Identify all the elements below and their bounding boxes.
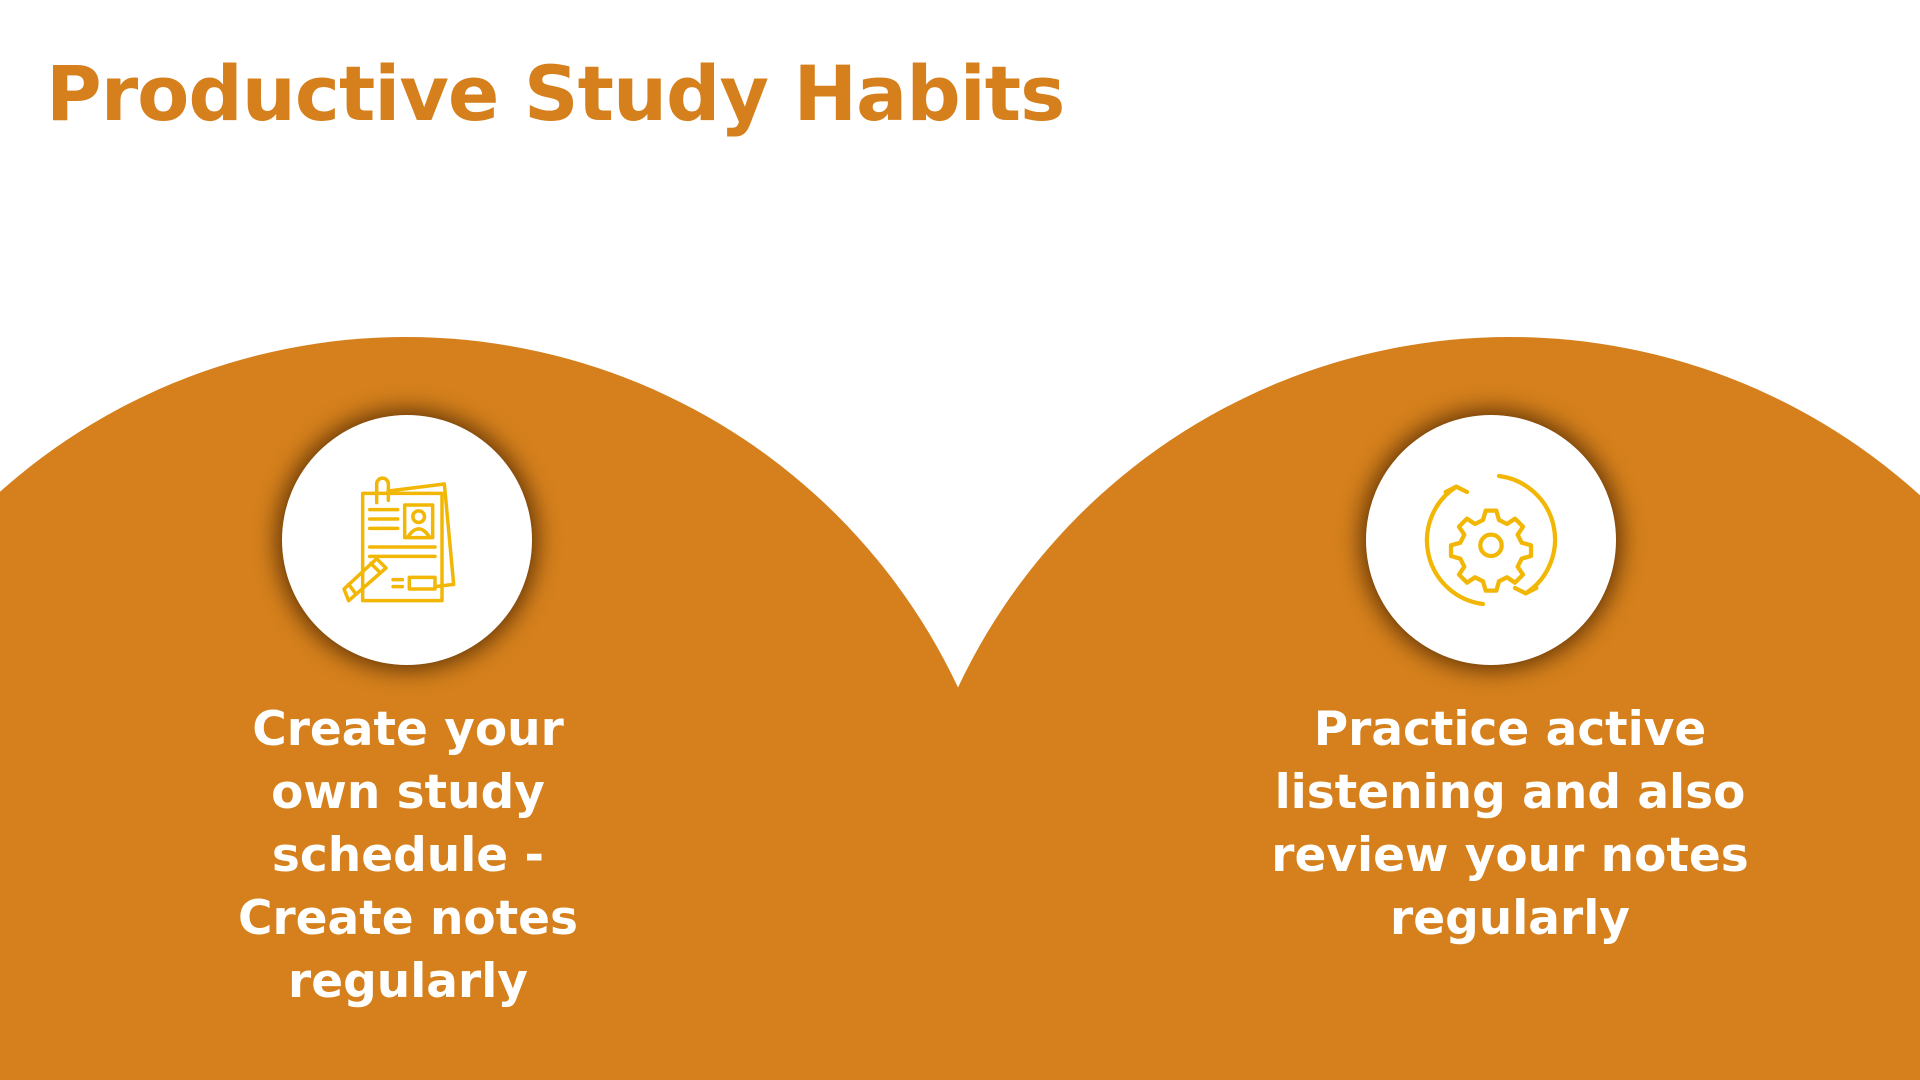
left-card-text: Create your own study schedule - Create … — [237, 702, 579, 1009]
gear-refresh-icon — [1424, 473, 1558, 607]
left-icon-badge — [282, 415, 532, 665]
right-card-text: Practice active listening and also revie… — [1271, 702, 1749, 946]
slide-title: Productive Study Habits — [46, 49, 1065, 138]
document-pencil-icon — [342, 476, 456, 603]
right-icon-badge — [1366, 415, 1616, 665]
